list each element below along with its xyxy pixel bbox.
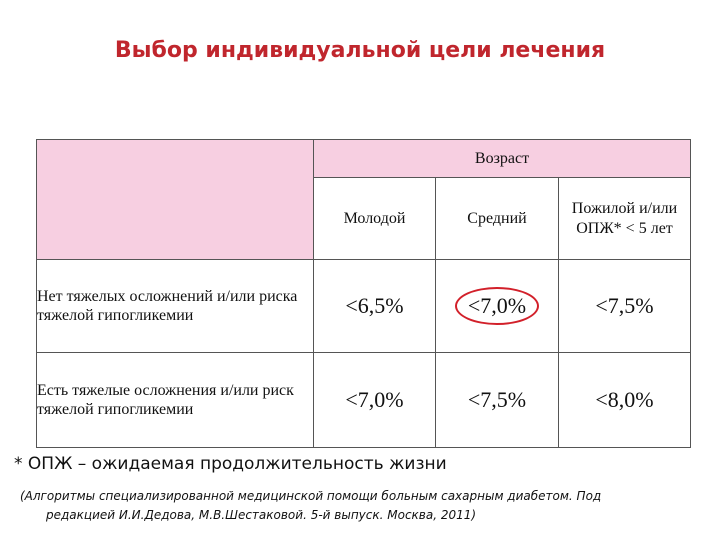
column-header-elderly: Пожилой и/или ОПЖ* < 5 лет	[557, 177, 692, 260]
treatment-target-table: Возраст Молодой Средний Пожилой и/или ОП…	[36, 139, 692, 448]
page-title: Выбор индивидуальной цели лечения	[114, 38, 606, 63]
age-group-header: Возраст	[312, 139, 692, 178]
table-row: Есть тяжелые осложнения и/или риск тяжел…	[36, 352, 692, 448]
source-line-2: редакцией И.И.Дедова, М.В.Шестаковой. 5-…	[46, 508, 477, 522]
column-header-middle: Средний	[435, 177, 559, 260]
highlight-circle: <7,0%	[454, 287, 540, 325]
table-row: Нет тяжелых осложнений и/или риска тяжел…	[36, 259, 692, 353]
row-label-with-complications: Есть тяжелые осложнения и/или риск тяжел…	[36, 352, 314, 448]
column-header-young: Молодой	[313, 177, 436, 260]
cell-value-highlighted: <7,0%	[435, 259, 559, 353]
cell-value: <6,5%	[313, 259, 436, 353]
source-line-1: (Алгоритмы специализированной медицинско…	[20, 489, 602, 503]
cell-value: <7,5%	[435, 352, 559, 448]
cell-value: <7,5%	[557, 259, 692, 353]
table-corner-cell	[36, 139, 314, 260]
footnote: * ОПЖ – ожидаемая продолжительность жизн…	[14, 454, 447, 474]
cell-value: <8,0%	[557, 352, 692, 448]
row-label-no-complications: Нет тяжелых осложнений и/или риска тяжел…	[36, 259, 314, 353]
source-citation: (Алгоритмы специализированной медицинско…	[20, 487, 700, 525]
cell-value: <7,0%	[313, 352, 436, 448]
